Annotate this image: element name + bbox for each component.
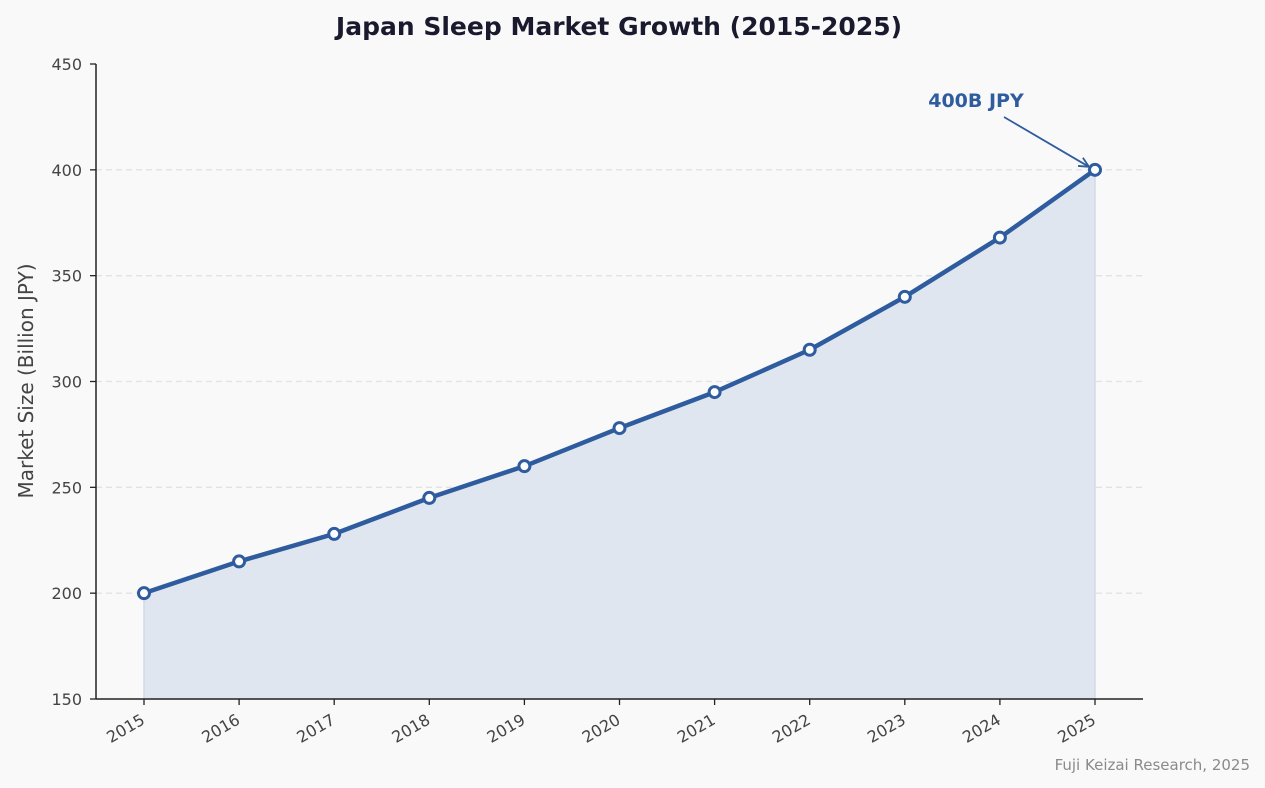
annotation-group: 400B JPY xyxy=(928,90,1091,168)
x-tick-label-2023: 2023 xyxy=(864,710,909,747)
source-note: Fuji Keizai Research, 2025 xyxy=(1055,756,1250,774)
y-tick-label-450: 450 xyxy=(51,55,82,74)
y-axis-label: Market Size (Billion JPY) xyxy=(14,263,38,498)
x-tick-label-2015: 2015 xyxy=(103,710,148,747)
x-tick-label-2020: 2020 xyxy=(579,710,624,747)
y-tick-label-200: 200 xyxy=(51,584,82,603)
x-tick-label-2022: 2022 xyxy=(769,710,814,747)
data-point-2024 xyxy=(992,230,1007,245)
data-point-2017 xyxy=(327,526,342,541)
y-tick-label-150: 150 xyxy=(51,690,82,709)
x-tick-label-2021: 2021 xyxy=(674,710,719,747)
data-points xyxy=(137,162,1102,601)
data-point-2018 xyxy=(422,490,437,505)
annotation-arrow-head xyxy=(1077,157,1091,168)
data-point-2019 xyxy=(517,459,532,474)
annotation-label: 400B JPY xyxy=(928,90,1024,112)
x-tick-label-2025: 2025 xyxy=(1054,710,1099,747)
x-tick-label-2016: 2016 xyxy=(198,710,243,747)
x-tick-label-2024: 2024 xyxy=(959,710,1004,747)
y-tick-label-350: 350 xyxy=(51,267,82,286)
x-tick-label-2017: 2017 xyxy=(293,710,338,747)
x-tick-label-2019: 2019 xyxy=(484,710,529,747)
data-point-2015 xyxy=(137,586,151,601)
data-point-2025 xyxy=(1088,162,1102,177)
data-point-2020 xyxy=(612,421,627,436)
y-tick-label-300: 300 xyxy=(51,373,82,392)
data-point-2023 xyxy=(897,289,912,304)
y-tick-label-250: 250 xyxy=(51,478,82,497)
data-point-2022 xyxy=(802,342,817,357)
x-tick-label-2018: 2018 xyxy=(389,710,434,747)
data-point-2021 xyxy=(707,385,722,400)
data-point-2016 xyxy=(232,554,247,569)
y-tick-label-400: 400 xyxy=(51,161,82,180)
annotation-arrow-shaft xyxy=(1003,116,1090,168)
chart-title: Japan Sleep Market Growth (2015-2025) xyxy=(334,12,902,41)
